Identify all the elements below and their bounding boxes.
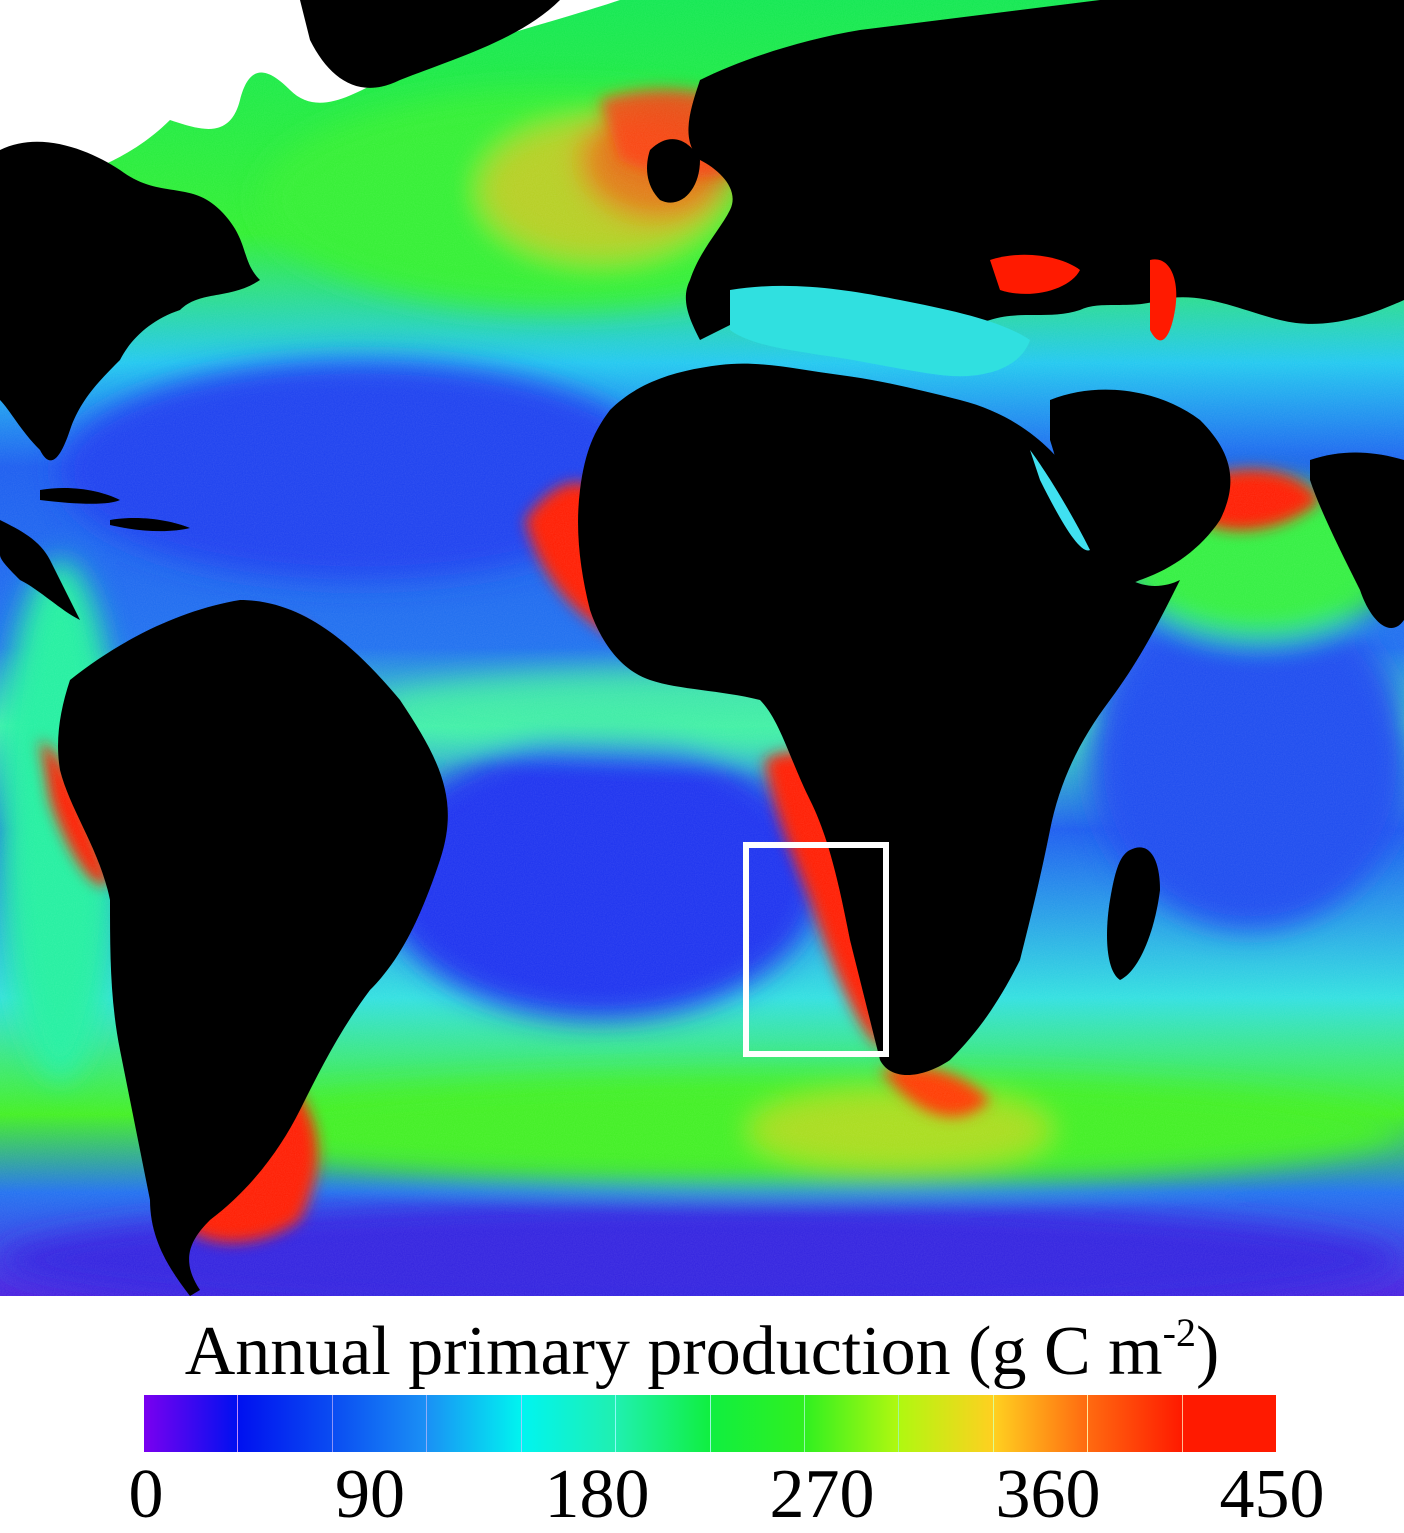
colorbar-segment [144,1395,239,1452]
legend-title-exponent: -2 [1162,1310,1196,1355]
madagascar [1107,847,1160,980]
colorbar [144,1395,1277,1452]
mediterranean-sea [730,285,1030,377]
caribbean-islands [40,488,190,532]
tick-label: 90 [335,1456,405,1533]
highlight-box [743,842,889,1057]
caspian-sea [1150,259,1177,341]
land-masses [0,0,1404,1296]
legend-title-close-paren: ) [1195,1313,1220,1390]
india [1310,452,1404,629]
colorbar-segment [521,1395,617,1452]
greenland [300,0,560,88]
tick-label: 180 [544,1456,650,1533]
colorbar-segment [238,1395,333,1452]
colorbar-segment [616,1395,711,1452]
colorbar-segment [993,1395,1089,1452]
legend-title: Annual primary production (g C m-2) [0,1312,1404,1392]
colorbar-segment [899,1395,994,1452]
south-america [58,600,448,1296]
central-america [0,520,80,620]
red-sea [1030,450,1090,551]
colorbar-segment [427,1395,522,1452]
inland-seas [730,254,1177,551]
north-america [0,141,260,461]
colorbar-segment [710,1395,805,1452]
colorbar-ticks: 0 90 180 270 360 450 [0,1456,1404,1533]
legend-title-text: Annual primary production (g C m [184,1313,1163,1390]
colorbar-segment [332,1395,428,1452]
africa [578,363,1180,1075]
europe [685,0,1404,340]
tick-label: 360 [995,1456,1101,1533]
british-isles [647,139,700,203]
tick-label: 270 [769,1456,875,1533]
primary-production-map [0,0,1404,1296]
arabia [1050,389,1231,584]
ocean-productivity-map [0,0,1404,1296]
tick-label: 0 [128,1456,164,1533]
tick-label: 450 [1219,1456,1325,1533]
colorbar-segment [1182,1395,1277,1452]
colorbar-segment [804,1395,900,1452]
black-sea [990,254,1080,294]
colorbar-segment [1088,1395,1183,1452]
